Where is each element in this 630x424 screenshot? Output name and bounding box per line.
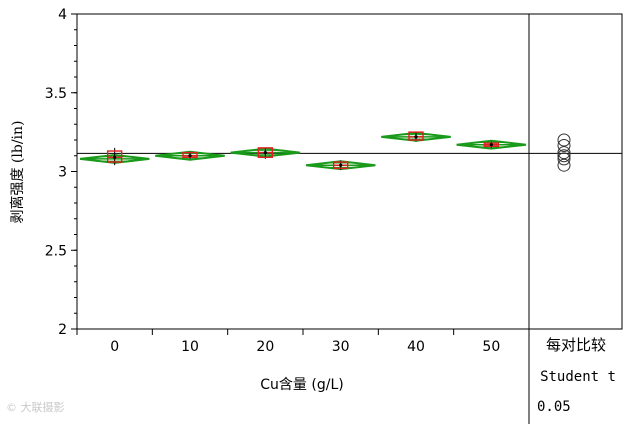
x-tick-label: 30 bbox=[332, 339, 350, 355]
mean-diamonds bbox=[79, 131, 527, 171]
comparison-circle bbox=[557, 158, 571, 172]
x-axis: 0 10 20 30 40 50 bbox=[76, 329, 530, 355]
x-tick-label: 20 bbox=[256, 339, 274, 355]
box-plots bbox=[106, 131, 500, 170]
plot-frame bbox=[76, 13, 623, 424]
comparison-circle bbox=[557, 149, 571, 163]
y-tick-label: 2.5 bbox=[45, 243, 67, 259]
y-axis-title: 剥离强度 (lb/in) bbox=[9, 120, 26, 223]
data-point bbox=[113, 155, 117, 159]
x-tick-label: 10 bbox=[181, 339, 199, 355]
comparison-title: 每对比较 bbox=[546, 336, 606, 354]
comparison-circle bbox=[557, 133, 571, 147]
box bbox=[408, 131, 424, 141]
data-point bbox=[339, 163, 343, 167]
x-tick-label: 0 bbox=[110, 339, 119, 355]
data-point bbox=[414, 135, 418, 139]
data-point bbox=[188, 154, 192, 158]
x-tick-label: 50 bbox=[482, 339, 500, 355]
y-axis: 2 2.5 3 3.5 4 bbox=[45, 7, 77, 338]
y-tick-label: 3 bbox=[58, 165, 67, 181]
y-tick-label: 2 bbox=[58, 322, 67, 338]
data-point bbox=[263, 151, 267, 155]
y-tick-label: 4 bbox=[58, 7, 67, 23]
comparison-circle bbox=[557, 152, 571, 166]
comparison-method: Student t bbox=[540, 369, 616, 385]
comparison-circle bbox=[557, 146, 571, 160]
data-point bbox=[489, 143, 493, 147]
x-axis-title: Cu含量 (g/L) bbox=[260, 377, 343, 393]
comparison-circles bbox=[557, 133, 571, 172]
comparison-circle bbox=[557, 139, 571, 153]
watermark: © 大联摄影 bbox=[6, 401, 65, 414]
comparison-alpha: 0.05 bbox=[537, 399, 571, 415]
box bbox=[106, 150, 123, 163]
x-tick-label: 40 bbox=[407, 339, 425, 355]
plot-border bbox=[76, 13, 623, 330]
y-tick-label: 3.5 bbox=[45, 86, 67, 102]
